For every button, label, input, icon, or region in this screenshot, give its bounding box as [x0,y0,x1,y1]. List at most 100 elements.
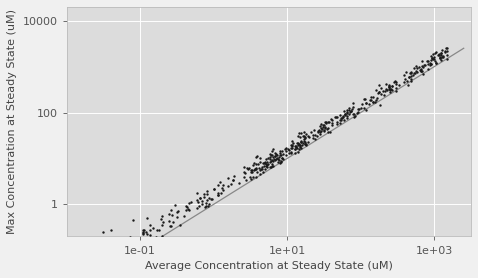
Point [426,63,434,67]
Point [431,59,438,63]
Point [401,73,408,78]
Point [407,70,414,75]
Point [443,46,451,50]
Point [290,141,297,145]
Point [385,85,393,90]
Point [418,64,425,68]
Point [314,134,321,138]
Point [275,154,282,159]
Point [158,234,166,238]
Point [264,162,272,167]
Point [203,191,210,196]
Point [369,100,377,104]
Point [269,163,277,168]
Point [187,200,195,204]
Point [412,68,419,73]
Point [267,152,274,157]
Point [346,110,354,114]
Point [127,241,134,245]
Point [149,226,156,231]
Point [267,155,274,160]
Point [372,88,380,93]
Point [224,176,231,180]
Point [329,118,337,122]
Point [248,177,255,181]
Point [389,88,396,93]
Point [424,62,432,66]
Point [277,152,284,157]
Point [194,205,201,210]
Point [262,157,270,162]
Point [167,224,175,228]
Point [385,83,393,87]
Point [202,203,210,208]
Point [155,228,163,232]
Point [270,157,277,161]
Point [297,140,305,144]
Point [344,114,351,118]
Point [443,53,451,58]
Point [208,196,216,201]
Point [174,209,182,214]
Point [196,196,204,200]
Point [142,230,150,235]
Point [294,141,302,145]
Point [316,132,324,136]
Point [345,112,353,116]
Point [252,166,260,170]
Point [250,175,257,179]
Point [261,167,269,171]
Point [422,63,429,67]
Point [344,116,351,121]
Point [361,97,369,101]
Point [320,128,327,132]
Point [354,110,361,115]
Point [279,152,287,157]
Point [140,228,147,232]
Point [365,101,373,106]
Point [274,160,282,165]
Point [417,69,424,73]
Point [168,213,176,218]
Point [417,67,425,72]
Point [140,232,147,236]
Point [297,131,304,135]
Point [180,214,187,218]
Point [341,111,349,116]
Point [331,115,338,119]
Point [268,162,276,167]
Point [256,160,264,165]
Point [301,134,308,139]
Point [342,112,349,116]
Point [326,130,334,134]
Point [427,62,435,66]
Point [319,123,327,127]
Point [350,111,358,116]
Point [321,120,329,124]
Point [258,167,265,171]
Point [200,192,207,196]
Point [146,228,154,232]
Point [198,202,206,206]
Point [381,88,389,93]
Point [339,115,347,119]
Point [386,88,394,92]
Point [266,160,274,165]
Point [240,165,248,170]
Point [333,121,341,126]
Point [427,58,435,63]
Point [337,116,345,121]
Point [406,71,413,75]
Point [210,186,217,191]
Point [147,233,154,237]
Point [320,123,328,127]
Point [407,79,414,84]
Point [304,140,312,145]
Point [321,125,329,130]
Point [119,257,127,262]
Point [323,127,331,131]
Point [132,240,140,244]
Point [159,220,167,225]
Point [367,95,374,99]
Point [240,170,248,174]
